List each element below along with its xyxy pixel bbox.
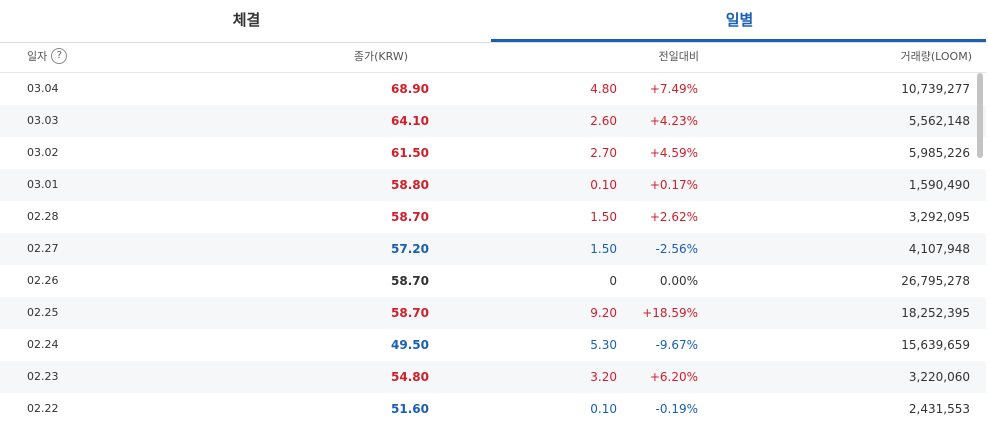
table-row: 02.22 51.60 0.10 -0.19% 2,431,553 [0, 393, 986, 425]
row-change-percent: -9.67% [655, 338, 698, 352]
row-volume: 15,639,659 [901, 338, 970, 352]
row-change-amount: 4.80 [590, 82, 617, 96]
row-volume: 3,292,095 [908, 210, 970, 224]
header-date-label: 일자 [27, 50, 48, 63]
row-change-amount: 1.50 [590, 210, 617, 224]
row-volume: 3,220,060 [908, 370, 970, 384]
row-change-amount: 2.60 [590, 114, 617, 128]
header-date: 일자? [27, 42, 68, 72]
table-row: 02.23 54.80 3.20 +6.20% 3,220,060 [0, 361, 986, 393]
row-date: 03.01 [27, 178, 59, 191]
row-change-percent: +2.62% [649, 210, 698, 224]
table-row: 02.27 57.20 1.50 -2.56% 4,107,948 [0, 233, 986, 265]
row-change-amount: 0.10 [590, 178, 617, 192]
row-date: 02.24 [27, 338, 59, 351]
daily-price-list: 03.04 68.90 4.80 +7.49% 10,739,277 03.03 64.10… [0, 73, 986, 425]
scrollbar-thumb[interactable] [977, 73, 983, 158]
row-date: 03.02 [27, 146, 59, 159]
row-change-percent: +7.49% [649, 82, 698, 96]
tab-trades[interactable]: 체결 [232, 11, 261, 29]
row-close-price: 58.70 [391, 274, 429, 288]
row-change-percent: +4.23% [649, 114, 698, 128]
table-row: 02.26 58.70 0 0.00% 26,795,278 [0, 265, 986, 297]
row-date: 03.03 [27, 114, 59, 127]
table-row: 03.01 58.80 0.10 +0.17% 1,590,490 [0, 169, 986, 201]
row-date: 03.04 [27, 82, 59, 95]
header-change: 전일대비 [658, 50, 699, 63]
row-change-amount: 0.10 [590, 402, 617, 416]
row-change-percent: 0.00% [659, 274, 698, 288]
active-tab-indicator [491, 39, 986, 42]
row-close-price: 54.80 [391, 370, 429, 384]
table-row: 02.28 58.70 1.50 +2.62% 3,292,095 [0, 201, 986, 233]
tab-daily[interactable]: 일별 [725, 11, 754, 29]
row-close-price: 57.20 [391, 242, 429, 256]
row-volume: 4,107,948 [908, 242, 970, 256]
row-volume: 26,795,278 [901, 274, 970, 288]
table-row: 02.25 58.70 9.20 +18.59% 18,252,395 [0, 297, 986, 329]
row-volume: 18,252,395 [901, 306, 970, 320]
row-close-price: 58.80 [391, 178, 429, 192]
row-date: 02.26 [27, 274, 59, 287]
row-date: 02.28 [27, 210, 59, 223]
row-change-amount: 2.70 [590, 146, 617, 160]
table-row: 03.03 64.10 2.60 +4.23% 5,562,148 [0, 105, 986, 137]
row-close-price: 49.50 [391, 338, 429, 352]
row-change-amount: 0 [609, 274, 617, 288]
help-icon[interactable]: ? [51, 48, 68, 64]
table-row: 02.24 49.50 5.30 -9.67% 15,639,659 [0, 329, 986, 361]
row-volume: 10,739,277 [901, 82, 970, 96]
row-close-price: 58.70 [391, 306, 429, 320]
row-change-percent: +4.59% [649, 146, 698, 160]
table-row: 03.02 61.50 2.70 +4.59% 5,985,226 [0, 137, 986, 169]
row-date: 02.27 [27, 242, 59, 255]
row-date: 02.23 [27, 370, 59, 383]
row-change-amount: 5.30 [590, 338, 617, 352]
row-volume: 5,562,148 [908, 114, 970, 128]
header-close-price: 종가(KRW) [353, 50, 408, 63]
row-close-price: 51.60 [391, 402, 429, 416]
row-change-percent: +18.59% [642, 306, 698, 320]
header-volume: 거래량(LOOM) [900, 50, 973, 63]
row-change-percent: -2.56% [655, 242, 698, 256]
row-close-price: 61.50 [391, 146, 429, 160]
row-change-amount: 3.20 [590, 370, 617, 384]
tab-bar: 체결 일별 [0, 0, 986, 43]
table-header: 일자? 종가(KRW) 전일대비 거래량(LOOM) [0, 42, 986, 73]
row-change-percent: +0.17% [649, 178, 698, 192]
row-date: 02.25 [27, 306, 59, 319]
table-row: 03.04 68.90 4.80 +7.49% 10,739,277 [0, 73, 986, 105]
row-change-amount: 1.50 [590, 242, 617, 256]
row-close-price: 58.70 [391, 210, 429, 224]
row-volume: 2,431,553 [908, 402, 970, 416]
row-change-percent: -0.19% [655, 402, 698, 416]
row-volume: 1,590,490 [908, 178, 970, 192]
row-change-amount: 9.20 [590, 306, 617, 320]
row-change-percent: +6.20% [649, 370, 698, 384]
row-close-price: 64.10 [391, 114, 429, 128]
row-date: 02.22 [27, 402, 59, 415]
row-close-price: 68.90 [391, 82, 429, 96]
row-volume: 5,985,226 [908, 146, 970, 160]
